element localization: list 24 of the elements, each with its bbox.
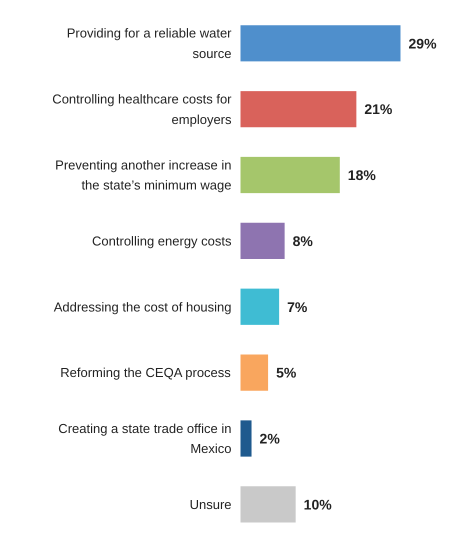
bar [240, 420, 252, 457]
data-label: 5% [276, 364, 297, 381]
y-tick-label: Providing for a reliable water source [66, 26, 232, 61]
data-label: 18% [348, 167, 376, 184]
y-tick-label: Reforming the CEQA process [60, 365, 232, 380]
data-label: 10% [304, 496, 332, 512]
data-label: 8% [292, 232, 314, 249]
bar [240, 222, 285, 260]
bar [240, 486, 296, 522]
bar [240, 288, 280, 325]
y-tick-label: Unsure [190, 496, 232, 512]
bar [240, 354, 268, 391]
y-tick-label: Controlling healthcare costs for employers [52, 92, 232, 127]
bar [240, 25, 400, 62]
data-label: 7% [287, 298, 308, 315]
y-tick-label: Addressing the cost of housing [54, 299, 232, 314]
data-label: 2% [260, 430, 280, 447]
data-label: 21% [364, 101, 393, 118]
data-label: 29% [408, 35, 438, 52]
bar [240, 91, 356, 128]
y-tick-label: Creating a state trade office in Mexico [58, 420, 232, 456]
y-tick-label: Controlling energy costs [92, 233, 232, 248]
bar [240, 156, 340, 194]
y-tick-label: Preventing another increase in the state’s minimum wage [55, 157, 232, 193]
